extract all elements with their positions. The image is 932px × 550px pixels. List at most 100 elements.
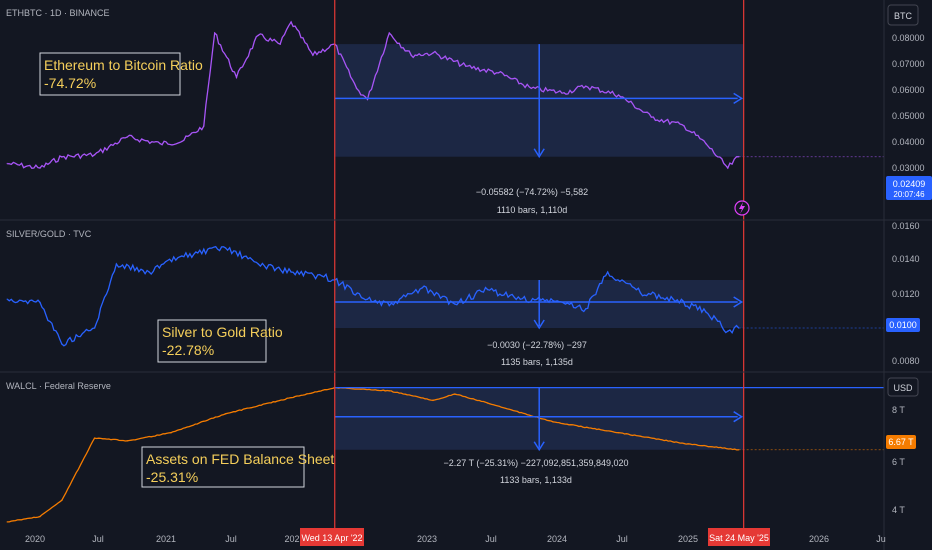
data-point-2-12 (486, 402, 489, 404)
data-point-1-7 (224, 247, 227, 249)
y-tick-fed-1: 6 T (892, 457, 905, 467)
data-point-0-15 (355, 87, 358, 90)
y-tick-silver-0: 0.0160 (892, 221, 920, 231)
data-point-0-2 (61, 156, 63, 158)
x-marker-start: Wed 13 Apr '22 (300, 528, 364, 546)
y-tick-silver-1: 0.0140 (892, 254, 920, 264)
measure-arrowhead-v-0 (533, 148, 545, 159)
price-tag-silver: 0.0100 (886, 318, 920, 332)
data-point-2-5 (170, 431, 172, 434)
x-tick-5: 2023 (417, 534, 437, 544)
price-tag-fed: 6.67 T (886, 435, 916, 449)
measure-bars-silver: 1135 bars, 1,135d (501, 357, 573, 367)
data-point-0-29 (726, 167, 729, 169)
data-point-1-20 (606, 271, 609, 273)
data-point-1-21 (639, 292, 642, 294)
x-tick-2: 2021 (156, 534, 176, 544)
series-line-ethbtc (7, 20, 739, 170)
pane-title-silver: SILVER/GOLD · TVC (6, 229, 92, 239)
data-point-0-28 (705, 142, 707, 145)
data-point-0-26 (650, 116, 653, 118)
x-tick-9: 2025 (678, 534, 698, 544)
measure-arrowhead-h-2 (733, 411, 744, 423)
data-point-1-0 (6, 298, 9, 301)
x-tick-11: Ju (876, 534, 886, 544)
measure-arrowhead-h-0 (733, 92, 744, 105)
data-point-2-6 (224, 413, 227, 415)
measure-arrowhead-h-1 (733, 296, 744, 308)
data-point-0-12 (290, 21, 292, 23)
y-tick-silver-2: 0.0120 (892, 289, 920, 299)
data-point-0-18 (410, 54, 412, 56)
svg-text:BTC: BTC (894, 11, 913, 21)
data-point-2-14 (617, 431, 620, 434)
data-point-1-17 (519, 298, 522, 301)
data-point-1-22 (672, 298, 674, 301)
y-tick-eth-2: 0.06000 (892, 85, 925, 95)
data-point-2-13 (552, 421, 554, 423)
measure-bars-fed: 1133 bars, 1,133d (500, 475, 572, 485)
data-point-1-23 (705, 311, 707, 313)
series-line-walcl (7, 386, 739, 523)
annotation-eth[interactable]: Ethereum to Bitcoin Ratio -74.72% (39, 52, 203, 96)
data-point-1-6 (181, 255, 183, 257)
data-point-0-11 (279, 43, 281, 45)
data-point-0-17 (388, 32, 391, 34)
y-tick-eth-3: 0.05000 (892, 111, 925, 121)
annotation-fed[interactable]: Assets on FED Balance Sheet -25.31% (141, 446, 334, 488)
measure-stat-silver: −0.0030 (−22.78%) −297 (487, 340, 587, 350)
data-point-1-16 (486, 288, 489, 291)
data-point-2-9 (388, 390, 391, 392)
pane-title-fed: WALCL · Federal Reserve (6, 381, 111, 391)
data-point-2-11 (454, 393, 456, 395)
data-point-2-10 (432, 399, 434, 402)
data-point-1-19 (585, 308, 587, 310)
y-tick-eth-1: 0.07000 (892, 59, 925, 69)
data-point-1-1 (39, 301, 41, 304)
data-point-2-2 (61, 499, 63, 502)
data-point-0-23 (563, 91, 565, 94)
data-point-1-18 (552, 300, 554, 302)
annotation-silver-change: -22.78% (162, 342, 214, 358)
svg-text:Wed 13 Apr '22: Wed 13 Apr '22 (301, 533, 362, 543)
svg-text:6.67 T: 6.67 T (888, 437, 914, 447)
annotation-fed-name: Assets on FED Balance Sheet (146, 451, 334, 467)
annotation-silver[interactable]: Silver to Gold Ratio -22.78% (157, 319, 283, 363)
data-point-1-14 (421, 287, 423, 289)
data-point-0-20 (464, 65, 467, 68)
y-tick-eth-5: 0.03000 (892, 163, 925, 173)
data-point-1-9 (290, 271, 292, 273)
currency-badge-btc[interactable]: BTC (887, 4, 919, 26)
y-tick-fed-2: 4 T (892, 505, 905, 515)
data-point-2-15 (683, 442, 685, 445)
lightning-icon[interactable] (734, 200, 750, 216)
data-point-0-22 (530, 87, 533, 90)
data-point-0-19 (432, 52, 434, 54)
annotation-eth-change: -74.72% (44, 75, 96, 91)
x-tick-4: 202 (284, 534, 299, 544)
data-point-0-3 (93, 153, 96, 156)
data-point-0-25 (617, 94, 620, 96)
x-tick-8: Jul (616, 534, 628, 544)
annotation-silver-name: Silver to Gold Ratio (162, 324, 283, 340)
measure-stat-eth: −0.05582 (−74.72%) −5,582 (476, 187, 588, 197)
x-marker-end: Sat 24 May '25 (708, 528, 770, 546)
data-point-0-0 (6, 162, 9, 165)
measure-bars-eth: 1110 bars, 1,110d (497, 205, 568, 215)
measure-arrowhead-v-2 (533, 441, 545, 452)
measure-stat-fed: −2.27 T (−25.31%) −227,092,851,359,849,0… (443, 458, 628, 468)
data-point-2-3 (93, 437, 96, 439)
data-point-1-15 (454, 303, 456, 305)
data-point-1-8 (257, 263, 260, 265)
data-point-0-5 (159, 142, 161, 145)
svg-text:USD: USD (893, 383, 913, 393)
svg-text:0.0100: 0.0100 (889, 320, 917, 330)
data-point-1-13 (388, 304, 391, 307)
data-point-1-12 (366, 298, 369, 301)
data-point-2-0 (6, 521, 9, 523)
currency-badge-usd[interactable]: USD (887, 377, 919, 397)
data-point-0-1 (39, 167, 41, 169)
x-tick-0: 2020 (25, 534, 45, 544)
measure-arrowhead-v-1 (533, 319, 545, 330)
